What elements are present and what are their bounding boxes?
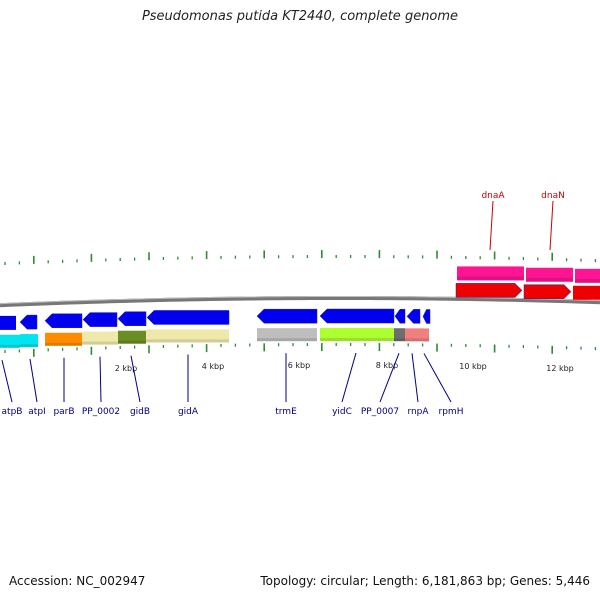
gene-feature-box	[118, 330, 146, 344]
genome-backbone-highlight	[0, 295, 600, 305]
gene-arrow	[319, 308, 395, 324]
gene-arrow	[406, 309, 421, 324]
gene-feature-shade	[257, 338, 317, 342]
scale-label: 2 kbp	[115, 364, 137, 373]
gene-feature-box	[394, 328, 405, 342]
gene-feature-box	[405, 328, 423, 342]
gene-feature-box	[45, 332, 82, 346]
gene-label-leader	[99, 356, 102, 403]
gene-label-leader	[341, 352, 357, 403]
gene-label-atpi: atpI	[28, 407, 45, 417]
gene-feature-box	[82, 331, 118, 345]
gene-label-leader	[423, 353, 452, 403]
gene-label-parb: parB	[53, 407, 74, 417]
scale-label: 8 kbp	[376, 361, 398, 370]
gene-label-rnpa: rnpA	[407, 407, 429, 417]
gene-label-pp_0007: PP_0007	[361, 407, 399, 417]
accession-value: NC_002947	[76, 574, 146, 588]
gene-feature-box	[423, 328, 429, 342]
gene-label-dnan: dnaN	[541, 191, 565, 201]
gene-feature-box	[575, 268, 600, 283]
gene-feature-shade	[526, 277, 573, 282]
gene-arrow	[44, 313, 83, 329]
accession-label: Accession:	[9, 574, 73, 588]
gene-feature-shade	[146, 339, 229, 343]
gene-feature-box	[457, 266, 524, 281]
gene-label-gida: gidA	[178, 407, 199, 417]
gene-label-gidb: gidB	[130, 407, 150, 417]
gene-label-leader	[411, 353, 419, 403]
gene-feature-box	[320, 328, 394, 342]
gene-feature-box	[20, 334, 38, 348]
gene-feature-shade	[20, 344, 38, 348]
gene-arrow	[394, 308, 406, 324]
gene-feature-box	[0, 334, 20, 348]
gene-label-leader	[549, 200, 554, 251]
scale-label: 12 kbp	[546, 364, 574, 373]
gene-feature-shade	[118, 340, 146, 344]
gene-feature-shade	[45, 342, 82, 346]
gene-label-yidc: yidC	[332, 407, 352, 417]
genome-backbone	[0, 295, 600, 308]
gene-label-leader	[489, 200, 494, 251]
gene-arrow	[19, 314, 38, 330]
gene-feature-shade	[423, 338, 429, 342]
gene-arrow	[256, 308, 318, 324]
gene-feature-shade	[82, 341, 118, 345]
map-title: Pseudomonas putida KT2440, complete geno…	[141, 9, 459, 24]
gene-feature-shade	[575, 278, 600, 283]
scale-label: 6 kbp	[288, 361, 310, 370]
gene-feature-shade	[320, 338, 394, 342]
scale-label: 10 kbp	[459, 362, 487, 371]
gene-feature-shade	[394, 338, 405, 342]
gene-arrow	[146, 310, 230, 325]
scale-label: 4 kbp	[202, 362, 224, 371]
gene-label-rpmh: rpmH	[439, 407, 464, 417]
gene-arrow	[455, 283, 523, 298]
gene-label-dnaa: dnaA	[481, 191, 505, 201]
gene-label-atpb: atpB	[2, 407, 23, 417]
gene-arrow	[0, 315, 16, 330]
gene-arrow	[82, 312, 118, 327]
gene-feature-shade	[405, 338, 423, 342]
gene-feature-box	[526, 267, 573, 282]
gene-label-leader	[130, 355, 141, 403]
gene-arrow	[117, 311, 147, 326]
gene-feature-box	[146, 329, 229, 343]
tick-marks	[4, 250, 597, 357]
gene-label-leader	[1, 360, 13, 403]
gene-arrow	[573, 285, 600, 300]
gene-feature-box	[257, 328, 317, 342]
gene-feature-shade	[457, 276, 524, 281]
gene-feature-shade	[0, 344, 20, 348]
gene-arrow	[422, 309, 431, 324]
topology-line: Topology: circular; Length: 6,181,863 bp…	[260, 574, 590, 588]
gene-label-pp_0002: PP_0002	[82, 407, 120, 417]
gene-label-leader	[379, 353, 400, 403]
gene-label-trme: trmE	[275, 407, 297, 417]
gene-label-leader	[29, 358, 38, 403]
gene-arrow	[523, 284, 572, 299]
accession-line: Accession: NC_002947	[9, 574, 145, 588]
